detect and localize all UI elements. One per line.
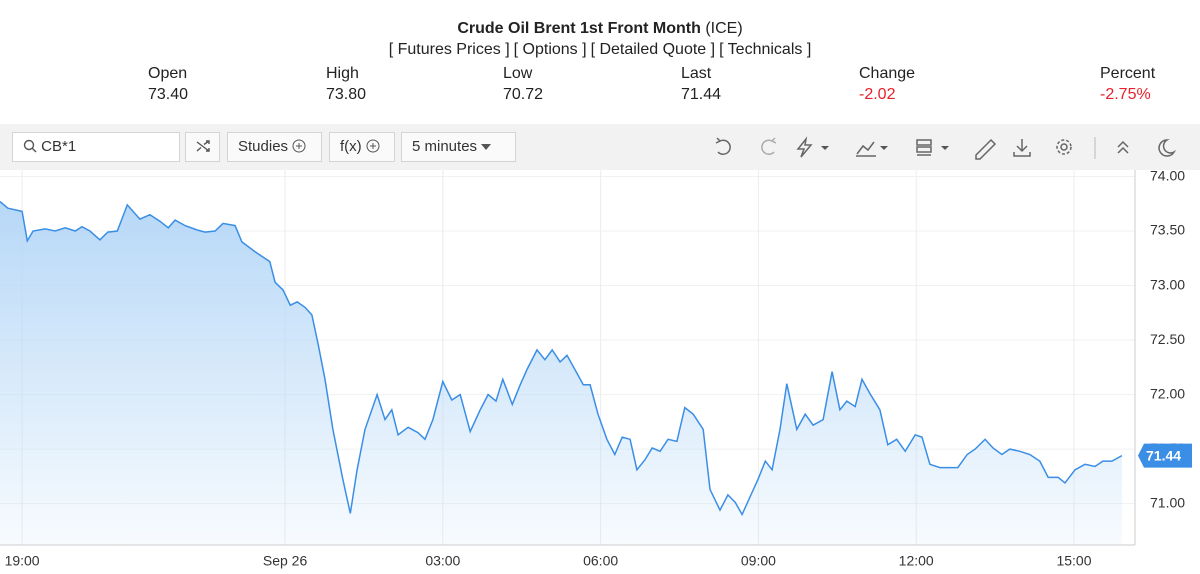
function-label: f(x) [340, 138, 362, 155]
stat: Open 73.40 [148, 63, 188, 105]
caret [481, 144, 492, 150]
x-tick-label: 06:00 [583, 553, 618, 569]
y-tick-label: 72.00 [1150, 385, 1185, 401]
x-tick-label: 19:00 [5, 553, 40, 569]
toolbar: CB*1 Studies f(x) 5 minutes [0, 124, 1200, 170]
stat-value: 70.72 [503, 86, 544, 103]
stat-label: Last [681, 65, 712, 82]
stat-value: -2.75% [1100, 86, 1151, 103]
stat-value: 71.44 [681, 86, 722, 103]
link[interactable]: [ Technicals ] [719, 41, 812, 58]
y-tick-label: 74.00 [1150, 170, 1185, 183]
interval-label: 5 minutes [412, 138, 478, 155]
interval-button[interactable]: 5 minutes [401, 132, 516, 162]
function-button[interactable]: f(x) [329, 132, 395, 162]
stat: Change -2.02 [859, 63, 915, 105]
stat-value: 73.40 [148, 86, 189, 103]
y-tick-label: 71.00 [1150, 494, 1185, 510]
plus-icon [366, 139, 380, 153]
studies-label: Studies [238, 138, 289, 155]
toolbar-icons[interactable] [700, 132, 1190, 162]
exchange: (ICE) [705, 20, 743, 37]
stat-label: Percent [1100, 65, 1156, 82]
plus-icon [292, 139, 306, 153]
link[interactable]: [ Detailed Quote ] [590, 41, 716, 58]
x-tick-label: 12:00 [899, 553, 934, 569]
last-price-label: 71.44 [1146, 447, 1181, 463]
link[interactable]: [ Futures Prices ] [388, 41, 510, 58]
search-box[interactable]: CB*1 [12, 132, 180, 162]
stat: Percent -2.75% [1100, 63, 1155, 105]
chart: 71.0071.5072.0072.5073.0073.5074.0019:00… [0, 170, 1192, 569]
last-price-tag [1138, 443, 1192, 468]
studies-button[interactable]: Studies [227, 132, 322, 162]
stat-value: -2.02 [859, 86, 896, 103]
search-icon [23, 139, 37, 153]
y-tick-label: 73.00 [1150, 276, 1185, 292]
stat: Low 70.72 [503, 63, 543, 105]
links: [ Futures Prices ][ Options ][ Detailed … [0, 41, 1200, 59]
price-line [0, 201, 1123, 517]
x-tick-label: 09:00 [741, 553, 776, 569]
symbol: CB*1 [41, 138, 77, 155]
shuffle-icon [196, 140, 210, 152]
title-row: Crude Oil Brent 1st Front Month (ICE) [0, 20, 1200, 38]
title: Crude Oil Brent 1st Front Month [457, 20, 701, 37]
x-tick-label: 15:00 [1056, 553, 1091, 569]
stat-label: High [326, 65, 359, 82]
link[interactable]: [ Options ] [513, 41, 587, 58]
area-fill [0, 201, 1122, 545]
stat-value: 73.80 [326, 86, 367, 103]
y-tick-label: 73.50 [1150, 222, 1185, 238]
y-tick-label: 72.50 [1150, 331, 1185, 347]
stat: Last 71.44 [681, 63, 721, 105]
stat: High 73.80 [326, 63, 366, 105]
stat-label: Change [859, 65, 916, 82]
x-tick-label: Sep 26 [263, 553, 308, 569]
compare-button[interactable] [185, 132, 220, 162]
stat-label: Open [148, 65, 188, 82]
stat-label: Low [503, 65, 533, 82]
x-tick-label: 03:00 [425, 553, 460, 569]
